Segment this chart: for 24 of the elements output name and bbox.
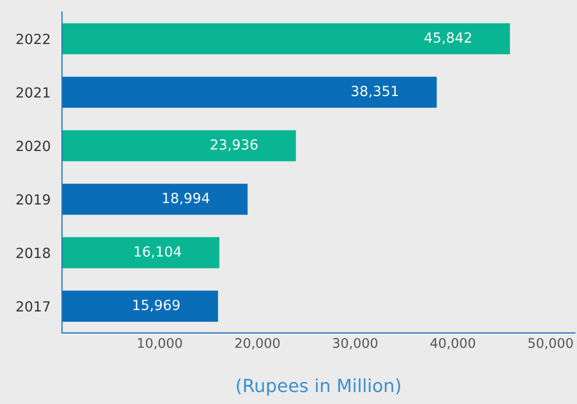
bar xyxy=(62,76,437,108)
y-tick-label: 2021 xyxy=(16,87,50,98)
x-tick-label: 30,000 xyxy=(333,338,378,350)
data-label: 38,351 xyxy=(352,86,398,98)
bar xyxy=(62,130,296,162)
x-axis-title: (Rupees in Million) xyxy=(236,378,400,396)
x-tick-label: 40,000 xyxy=(430,338,476,350)
data-label: 45,842 xyxy=(424,32,472,44)
y-tick-label: 2022 xyxy=(16,34,50,44)
y-tick-label: 2019 xyxy=(16,194,50,205)
x-tick-label: 10,000 xyxy=(138,338,182,350)
y-tick-label: 2017 xyxy=(16,301,50,312)
data-label: 18,994 xyxy=(163,192,210,205)
bar xyxy=(62,23,510,54)
y-tick-label: 2020 xyxy=(16,140,50,152)
bar xyxy=(62,237,220,268)
data-label: 23,936 xyxy=(210,139,258,152)
bar xyxy=(62,290,218,322)
bar xyxy=(62,184,248,215)
y-tick-label: 2018 xyxy=(16,248,50,258)
data-label: 16,104 xyxy=(134,246,182,258)
x-tick-label: 50,000 xyxy=(528,338,573,350)
data-label: 15,969 xyxy=(133,300,180,312)
x-tick-label: 20,000 xyxy=(235,338,280,350)
